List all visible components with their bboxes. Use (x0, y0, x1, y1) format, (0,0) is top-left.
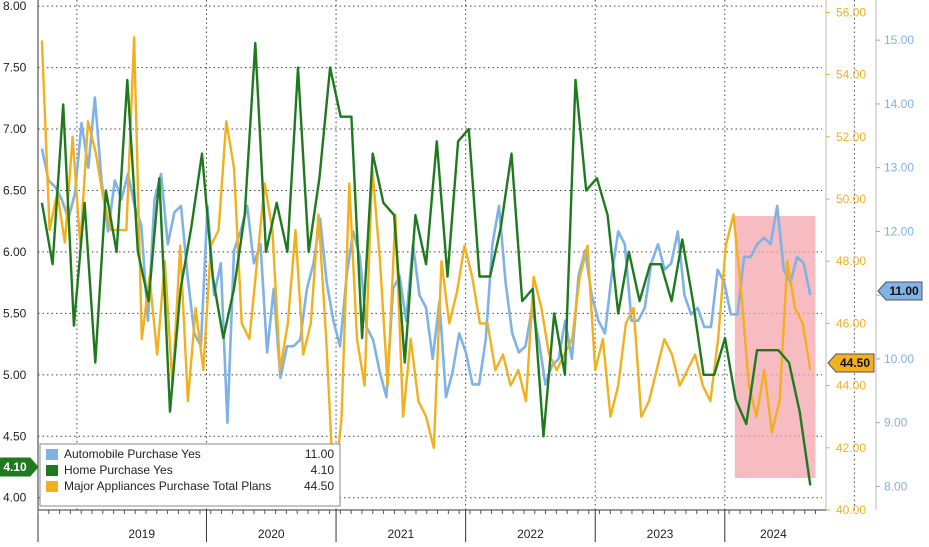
callout-automobile: 11.00 (877, 281, 923, 301)
right-outer-tick-label: 15.00 (884, 33, 914, 47)
legend-label: Automobile Purchase Yes (64, 447, 201, 461)
right-inner-tick-label: 48.00 (836, 254, 866, 268)
year-label: 2021 (387, 527, 414, 541)
legend-label: Major Appliances Purchase Total Plans (64, 479, 271, 493)
year-label: 2020 (258, 527, 285, 541)
legend-box (39, 443, 341, 507)
right-outer-tick-label: 10.00 (884, 352, 914, 366)
year-label: 2024 (760, 527, 787, 541)
left-tick-label: 8.00 (3, 0, 27, 13)
legend-swatch (46, 449, 58, 460)
callout-home-shape (0, 457, 39, 477)
callout-appliances: 44.50 (827, 353, 875, 373)
legend-value: 11.00 (305, 447, 334, 461)
right-inner-tick-label: 42.00 (836, 441, 866, 455)
callout-home-text: 4.10 (3, 460, 27, 474)
callout-home: 4.10 (0, 457, 39, 477)
legend-value: 44.50 (304, 479, 334, 493)
series-line-automobile (40, 96, 812, 425)
year-label: 2019 (128, 527, 155, 541)
legend-value: 4.10 (311, 463, 335, 477)
legend-label: Home Purchase Yes (64, 463, 173, 477)
axes-layer: 4.00 4.50 5.00 5.50 6.00 6.50 7.00 7.50 8.00 40.0… (3, 0, 914, 542)
right-outer-tick-label: 9.00 (884, 416, 908, 430)
legend: Automobile Purchase Yes 11.00 Home Purchas… (39, 443, 341, 507)
left-tick-label: 6.00 (3, 245, 27, 259)
right-inner-tick-label: 56.00 (836, 5, 866, 19)
right-outer-tick-label: 8.00 (884, 479, 908, 493)
right-inner-tick-label: 40.00 (836, 503, 866, 517)
callout-appliances-shape (827, 353, 875, 373)
right-inner-tick-label: 44.00 (836, 379, 866, 393)
left-tick-label: 5.00 (3, 368, 27, 382)
legend-swatch (46, 481, 58, 492)
value-callouts: 4.10 11.00 44.50 (0, 281, 923, 477)
left-tick-label: 7.50 (3, 61, 27, 75)
left-tick-label: 4.50 (3, 429, 27, 443)
series-layer (40, 36, 812, 496)
right-inner-tick-label: 46.00 (836, 316, 866, 330)
series-line-appliances (40, 36, 812, 496)
series-line-home (40, 41, 812, 486)
left-tick-label: 6.50 (3, 183, 27, 197)
year-label: 2022 (517, 527, 544, 541)
right-inner-tick-label: 52.00 (836, 130, 866, 144)
callout-automobile-text: 11.00 (889, 284, 919, 298)
right-inner-tick-label: 54.00 (836, 68, 866, 82)
callout-automobile-shape (877, 281, 923, 301)
year-label: 2023 (647, 527, 674, 541)
left-tick-label: 5.50 (3, 306, 27, 320)
right-outer-tick-label: 12.00 (884, 224, 914, 238)
left-tick-label: 4.00 (3, 491, 27, 505)
right-inner-tick-label: 50.00 (836, 192, 866, 206)
right-outer-tick-label: 13.00 (884, 161, 914, 175)
right-outer-tick-label: 14.00 (884, 97, 914, 111)
left-tick-label: 7.00 (3, 122, 27, 136)
callout-appliances-text: 44.50 (840, 356, 870, 370)
legend-swatch (46, 465, 58, 476)
